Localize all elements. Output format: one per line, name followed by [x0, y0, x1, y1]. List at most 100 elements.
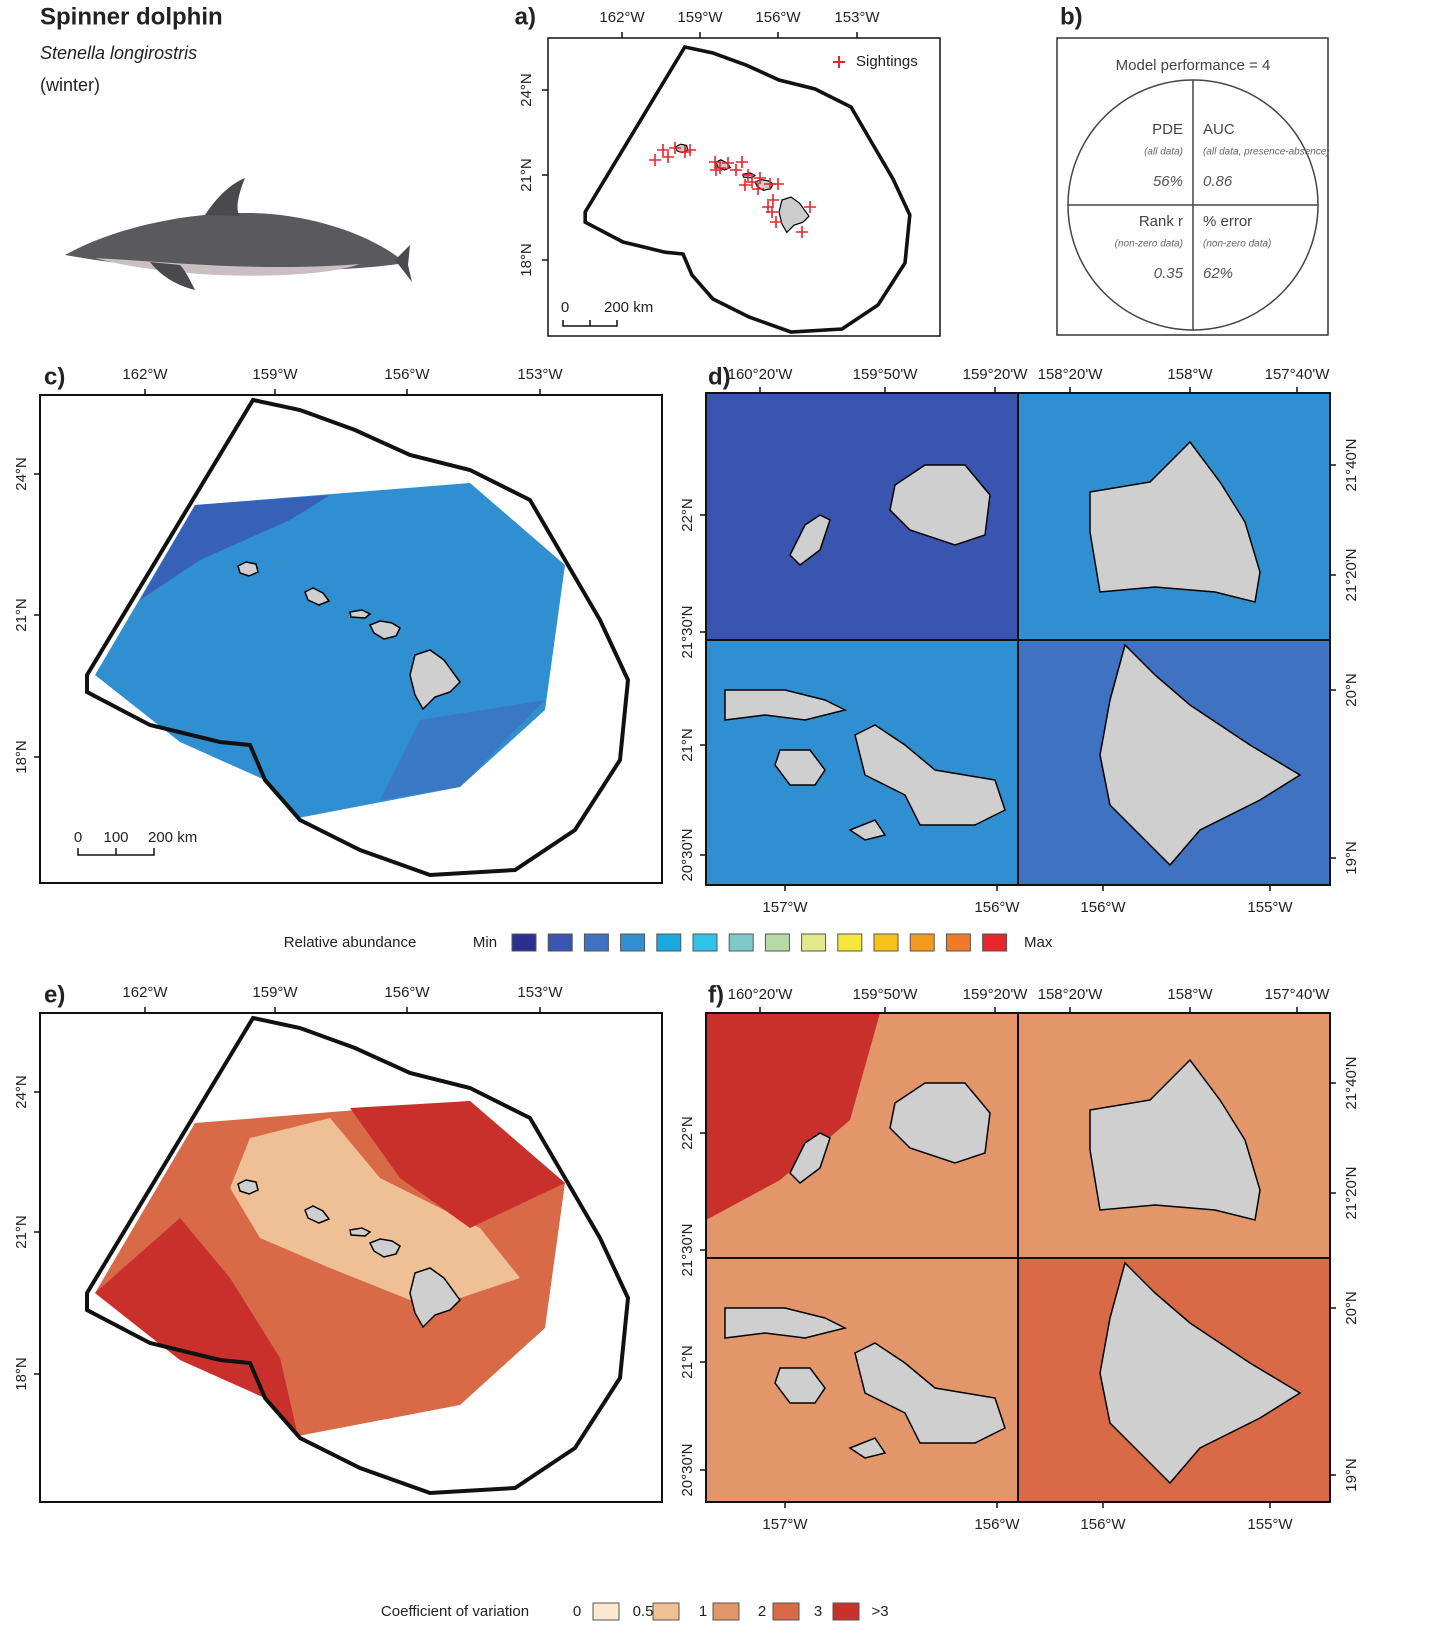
top-tick-label: 157°40'W — [1265, 366, 1331, 383]
scale-label: 0 — [561, 299, 569, 316]
legend-swatch — [653, 1603, 679, 1620]
metric-name: PDE — [1152, 121, 1183, 138]
right-tick-label: 19°N — [1343, 1458, 1360, 1492]
legend-title: Relative abundance — [284, 934, 417, 951]
metric-note: (non-zero data) — [1203, 239, 1271, 250]
scale-label: 200 km — [604, 299, 653, 316]
legend-swatch — [512, 934, 536, 951]
metric-note: (all data) — [1144, 147, 1183, 158]
metric-name: Rank r — [1139, 213, 1183, 230]
figure: Spinner dolphin Stenella longirostris (w… — [0, 0, 1430, 1629]
left-tick-label: 21°30'N — [679, 1223, 696, 1276]
legend-swatch — [874, 934, 898, 951]
legend-max: Max — [1024, 934, 1053, 951]
panel-b: b) Model performance = 4 PDE (all data) 56… — [1057, 3, 1330, 335]
top-tick-label: 159°50'W — [853, 366, 919, 383]
x-tick-label: 156°W — [384, 984, 430, 1001]
panel-label: b) — [1060, 3, 1083, 30]
left-tick-label: 20°30'N — [679, 1443, 696, 1496]
x-tick-label: 153°W — [517, 366, 563, 383]
top-tick-label: 158°20'W — [1038, 366, 1104, 383]
metric-value: 0.86 — [1203, 173, 1233, 190]
legend-swatch — [838, 934, 862, 951]
y-tick-label: 18°N — [13, 1357, 30, 1391]
legend-cv: Coefficient of variation 00.5123>3 — [381, 1603, 889, 1620]
left-tick-label: 22°N — [679, 1116, 696, 1150]
panel-f: f) — [706, 981, 1330, 1502]
legend-swatch — [729, 934, 753, 951]
panel-label: f) — [708, 981, 724, 1008]
panel-c: c) 0 100 200 km — [40, 363, 662, 883]
legend-min: Min — [473, 934, 497, 951]
metric-note: (non-zero data) — [1115, 239, 1183, 250]
right-tick-label: 20°N — [1343, 1291, 1360, 1325]
x-tick-label: 156°W — [384, 366, 430, 383]
scale-bar — [563, 320, 617, 326]
panel-e: e) — [40, 981, 662, 1502]
legend-label: >3 — [871, 1603, 888, 1620]
legend-label: 0 — [573, 1603, 581, 1620]
y-tick-label: 21°N — [518, 158, 535, 192]
legend-swatch — [584, 934, 608, 951]
top-tick-label: 158°20'W — [1038, 986, 1104, 1003]
performance-title: Model performance = 4 — [1116, 57, 1271, 74]
legend-label: Sightings — [856, 53, 918, 70]
legend-swatch — [548, 934, 572, 951]
legend-swatch — [693, 934, 717, 951]
bottom-tick-label: 155°W — [1247, 1516, 1293, 1533]
x-tick-label: 162°W — [122, 984, 168, 1001]
metric-value: 56% — [1153, 173, 1183, 190]
y-tick-label: 21°N — [13, 1215, 30, 1249]
top-tick-label: 158°W — [1167, 366, 1213, 383]
metric-name: AUC — [1203, 121, 1235, 138]
x-tick-label: 153°W — [834, 9, 880, 26]
top-tick-label: 160°20'W — [728, 986, 794, 1003]
legend-swatch — [773, 1603, 799, 1620]
right-tick-label: 20°N — [1343, 673, 1360, 707]
species: Stenella longirostris — [40, 43, 197, 63]
right-tick-label: 21°40'N — [1343, 438, 1360, 491]
study-area — [585, 47, 910, 332]
right-tick-label: 19°N — [1343, 841, 1360, 875]
legend-label: 2 — [758, 1603, 766, 1620]
panel-label: a) — [515, 3, 536, 30]
metric-name: % error — [1203, 213, 1252, 230]
panel-label: c) — [44, 363, 65, 390]
legend-swatch — [910, 934, 934, 951]
x-tick-label: 156°W — [755, 9, 801, 26]
legend-swatch — [713, 1603, 739, 1620]
bottom-tick-label: 156°W — [974, 899, 1020, 916]
right-tick-label: 21°40'N — [1343, 1056, 1360, 1109]
x-tick-label: 153°W — [517, 984, 563, 1001]
legend-title: Coefficient of variation — [381, 1603, 529, 1620]
scale-label: 200 km — [148, 829, 197, 846]
right-tick-label: 21°20'N — [1343, 548, 1360, 601]
y-tick-label: 18°N — [518, 243, 535, 277]
bottom-tick-label: 157°W — [762, 899, 808, 916]
legend-label: 3 — [814, 1603, 822, 1620]
panel-a: a) Sightings 0 200 km — [515, 3, 940, 336]
top-tick-label: 157°40'W — [1265, 986, 1331, 1003]
left-tick-label: 21°30'N — [679, 605, 696, 658]
legend-swatch — [983, 934, 1007, 951]
divider — [1068, 80, 1318, 330]
left-tick-label: 21°N — [679, 1345, 696, 1379]
legend-swatch — [946, 934, 970, 951]
top-tick-label: 160°20'W — [728, 366, 794, 383]
legend-label: 0.5 — [633, 1603, 654, 1620]
season: (winter) — [40, 75, 100, 95]
metric-value: 0.35 — [1154, 265, 1184, 282]
top-tick-label: 159°20'W — [963, 986, 1029, 1003]
panel-label: e) — [44, 981, 65, 1008]
top-tick-label: 158°W — [1167, 986, 1213, 1003]
metric-note: (all data, presence-absence) — [1203, 147, 1330, 158]
legend-swatch — [621, 934, 645, 951]
left-tick-label: 22°N — [679, 498, 696, 532]
legend-marker — [833, 56, 845, 68]
bottom-tick-label: 156°W — [1080, 899, 1126, 916]
y-tick-label: 21°N — [13, 598, 30, 632]
left-tick-label: 21°N — [679, 728, 696, 762]
scale-label: 100 — [103, 829, 128, 846]
x-tick-label: 162°W — [122, 366, 168, 383]
x-tick-label: 162°W — [599, 9, 645, 26]
